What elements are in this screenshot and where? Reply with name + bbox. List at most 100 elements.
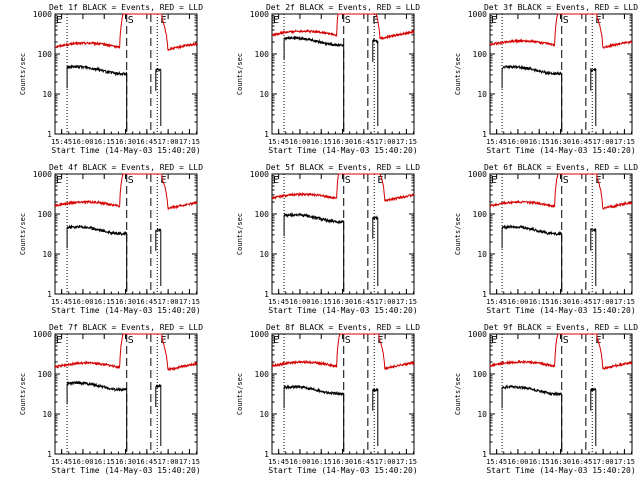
marker-S: S — [345, 15, 351, 26]
y-tick-label: 100 — [255, 50, 270, 59]
y-axis-label: Counts/sec — [454, 373, 462, 415]
y-tick-label: 1 — [47, 450, 52, 459]
x-tick-label: 16:15 — [529, 138, 550, 146]
detector-panel-5: Det 5f BLACK = Events, RED = LLD 1 10 100 10… — [236, 163, 420, 315]
y-tick-label: 10 — [42, 250, 52, 259]
x-tick-label: 16:45 — [571, 298, 592, 306]
x-tick-label: 16:15 — [529, 458, 550, 466]
marker-E-left: E — [56, 15, 62, 26]
x-tick-label: 16:45 — [136, 458, 157, 466]
x-tick-label: 17:15 — [179, 298, 200, 306]
marker-E-left: E — [273, 335, 279, 346]
x-tick-label: 17:00 — [375, 458, 396, 466]
x-axis-label: Start Time (14-May-03 15:40:20) — [486, 306, 635, 315]
x-tick-label: 16:30 — [332, 458, 353, 466]
x-tick-label: 17:15 — [396, 458, 417, 466]
x-tick-label: 15:45 — [268, 138, 289, 146]
y-tick-label: 1000 — [250, 170, 269, 179]
x-tick-label: 15:45 — [486, 298, 507, 306]
y-axis-label: Counts/sec — [19, 53, 27, 95]
x-tick-label: 16:00 — [289, 458, 310, 466]
y-axis-label: Counts/sec — [19, 373, 27, 415]
marker-S: S — [563, 335, 569, 346]
y-tick-label: 10 — [477, 410, 487, 419]
y-axis-label: Counts/sec — [236, 373, 244, 415]
y-tick-label: 1000 — [468, 10, 487, 19]
x-tick-label: 16:45 — [136, 298, 157, 306]
x-tick-label: 16:45 — [353, 298, 374, 306]
x-tick-label: 16:15 — [311, 298, 332, 306]
y-tick-label: 10 — [259, 250, 269, 259]
x-tick-label: 16:30 — [115, 458, 136, 466]
x-tick-label: 17:00 — [158, 298, 179, 306]
marker-E: E — [160, 15, 166, 26]
x-tick-label: 16:00 — [72, 458, 93, 466]
plot-frame — [54, 333, 198, 455]
x-axis-label: Start Time (14-May-03 15:40:20) — [268, 146, 417, 155]
x-tick-label: 16:00 — [289, 298, 310, 306]
x-tick-label: 16:30 — [550, 138, 571, 146]
x-tick-label: 16:00 — [289, 138, 310, 146]
series-lld-line — [489, 13, 633, 50]
marker-E-left: E — [491, 175, 497, 186]
y-tick-label: 1 — [482, 290, 487, 299]
panel-title: Det 1f BLACK = Events, RED = LLD — [49, 3, 203, 12]
y-axis-label: Counts/sec — [19, 213, 27, 255]
x-tick-label: 17:00 — [158, 458, 179, 466]
x-tick-label: 16:15 — [94, 298, 115, 306]
detector-panel-1: Det 1f BLACK = Events, RED = LLD 1 10 100 10… — [19, 3, 203, 155]
x-tick-label: 16:30 — [115, 298, 136, 306]
y-tick-label: 1 — [264, 450, 269, 459]
series-lld-line — [54, 13, 198, 52]
x-axis-label: Start Time (14-May-03 15:40:20) — [268, 466, 417, 475]
x-tick-label: 16:30 — [115, 138, 136, 146]
y-tick-label: 1 — [264, 290, 269, 299]
y-tick-label: 100 — [255, 370, 270, 379]
panel-title: Det 7f BLACK = Events, RED = LLD — [49, 323, 203, 332]
x-tick-label: 15:45 — [268, 458, 289, 466]
series-lld-line — [489, 173, 633, 210]
x-tick-label: 15:45 — [51, 138, 72, 146]
x-tick-label: 17:00 — [375, 298, 396, 306]
x-tick-label: 17:00 — [158, 138, 179, 146]
marker-S: S — [563, 15, 569, 26]
y-tick-label: 10 — [477, 90, 487, 99]
marker-E: E — [377, 335, 383, 346]
series-events-line — [283, 35, 379, 132]
x-axis-label: Start Time (14-May-03 15:40:20) — [51, 306, 200, 315]
y-tick-label: 1 — [47, 290, 52, 299]
y-tick-label: 100 — [473, 210, 488, 219]
x-tick-label: 16:15 — [94, 458, 115, 466]
y-axis-label: Counts/sec — [454, 53, 462, 95]
series-lld-line — [54, 173, 198, 211]
marker-E-left: E — [56, 335, 62, 346]
plot-frame — [271, 173, 415, 295]
detector-panel-4: Det 4f BLACK = Events, RED = LLD 1 10 100 10… — [19, 163, 203, 315]
y-tick-label: 1 — [482, 450, 487, 459]
series-events-line — [501, 384, 597, 452]
marker-S: S — [128, 15, 134, 26]
y-tick-label: 1 — [47, 130, 52, 139]
y-axis-label: Counts/sec — [236, 213, 244, 255]
series-lld-line — [271, 13, 415, 41]
y-tick-label: 100 — [473, 370, 488, 379]
panel-title: Det 9f BLACK = Events, RED = LLD — [484, 323, 638, 332]
detector-panel-3: Det 3f BLACK = Events, RED = LLD 1 10 100 10… — [454, 3, 638, 155]
y-axis-label: Counts/sec — [236, 53, 244, 95]
series-events-line — [66, 380, 162, 452]
y-tick-label: 1000 — [33, 170, 52, 179]
y-tick-label: 100 — [473, 50, 488, 59]
y-tick-label: 1000 — [468, 170, 487, 179]
y-tick-label: 1000 — [250, 330, 269, 339]
y-tick-label: 100 — [38, 210, 53, 219]
y-tick-label: 10 — [42, 410, 52, 419]
x-axis-label: Start Time (14-May-03 15:40:20) — [486, 146, 635, 155]
marker-E: E — [377, 175, 383, 186]
x-tick-label: 16:15 — [311, 138, 332, 146]
plot-frame — [54, 173, 198, 295]
x-tick-label: 17:15 — [179, 138, 200, 146]
panel-title: Det 2f BLACK = Events, RED = LLD — [266, 3, 420, 12]
series-events-line — [66, 64, 162, 132]
y-tick-label: 10 — [259, 410, 269, 419]
x-tick-label: 15:45 — [486, 458, 507, 466]
